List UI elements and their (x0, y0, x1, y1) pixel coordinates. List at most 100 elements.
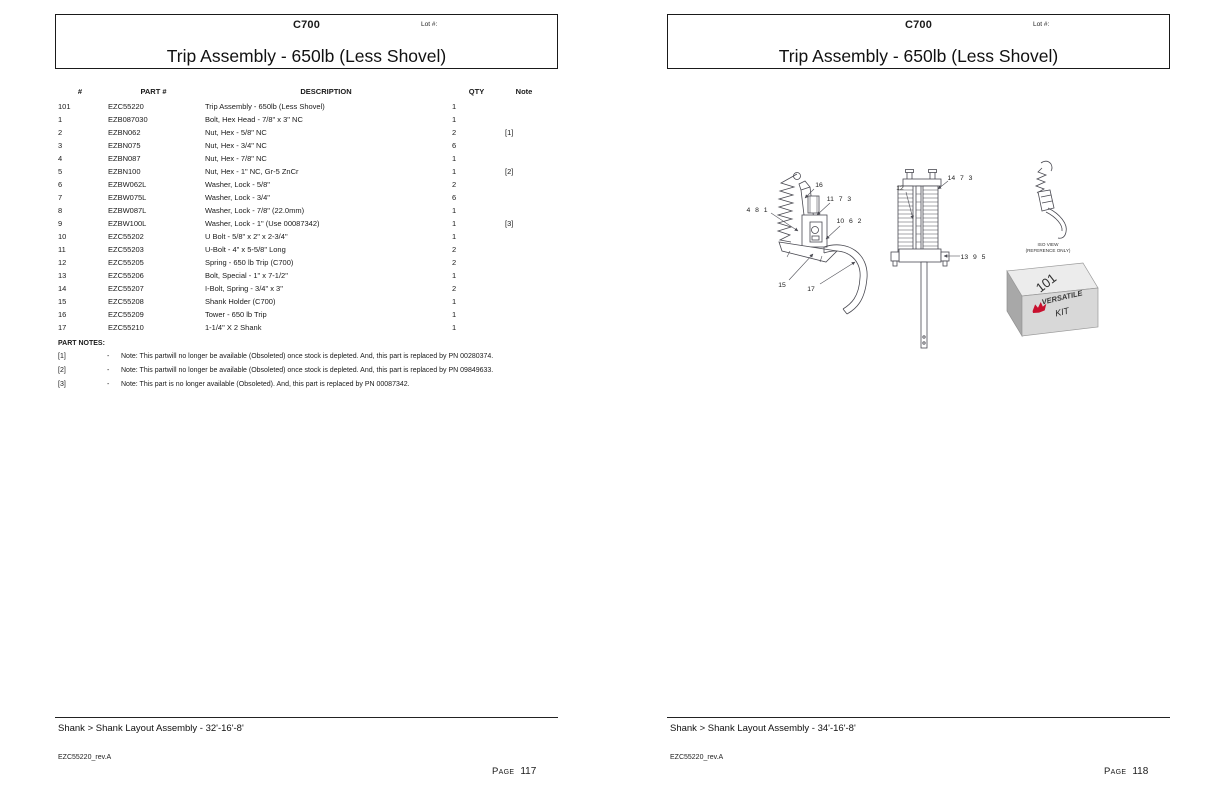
cell-quantity: 1 (452, 167, 457, 176)
leader-17 (819, 261, 856, 285)
leader-10-6-2 (825, 225, 841, 240)
wing-bolt-left (892, 260, 898, 267)
iso-shank-sketch (1045, 207, 1067, 239)
page-word: Page (1104, 766, 1127, 777)
part-note-dash: - (107, 381, 110, 388)
cell-quantity: 1 (452, 297, 457, 306)
table-row: 6 EZBW062L Washer, Lock - 5/8" 2 (55, 178, 545, 191)
cell-part-number: EZB087030 (108, 115, 148, 124)
cell-part-number: EZC55210 (108, 323, 144, 332)
document-id: EZC55220_rev.A (670, 754, 724, 761)
part-note-text: Note: This partwill no longer be availab… (121, 367, 494, 374)
cell-quantity: 1 (452, 102, 457, 111)
cell-part-number: EZC55209 (108, 310, 144, 319)
cell-quantity: 1 (452, 271, 457, 280)
page-header-box: C700 Lot #: Trip Assembly - 650lb (Less … (55, 14, 558, 69)
cell-description: Shank Holder (C700) (205, 297, 276, 306)
part-notes-heading: PART NOTES: (58, 340, 105, 347)
table-row: 9 EZBW100L Washer, Lock - 1" (Use 000873… (55, 217, 545, 230)
holder-hole (811, 226, 819, 234)
top-plate-drawing (902, 178, 942, 187)
cell-description: U-Bolt - 4" x 5-5/8" Long (205, 245, 286, 254)
cell-item-number: 16 (58, 310, 67, 319)
cell-description: I-Bolt, Spring - 3/4" x 3" (205, 284, 283, 293)
part-note-ref: [2] (58, 367, 66, 374)
cell-item-number: 6 (58, 180, 63, 189)
iso-spring-sketch (1034, 160, 1053, 194)
cell-quantity: 1 (452, 206, 457, 215)
cell-part-number: EZBN075 (108, 141, 141, 150)
cell-item-number: 10 (58, 232, 67, 241)
cell-quantity: 1 (452, 310, 457, 319)
cell-part-number: EZC55220 (108, 102, 144, 111)
holder-slot (811, 235, 820, 241)
stud-cap-left (905, 169, 914, 173)
iso-caption-line2: (REFERENCE ONLY) (1026, 248, 1071, 253)
cell-item-number: 17 (58, 323, 67, 332)
callout-15: 15 (778, 282, 786, 289)
table-row: 15 EZC55208 Shank Holder (C700) 1 (55, 295, 545, 308)
cell-description: Nut, Hex - 3/4" NC (205, 141, 267, 150)
table-row: 11 EZC55203 U-Bolt - 4" x 5-5/8" Long 2 (55, 243, 545, 256)
column-header-desc: DESCRIPTION (300, 87, 352, 96)
cell-description: Bolt, Special - 1" x 7-1/2" (205, 271, 288, 280)
cell-description: Nut, Hex - 5/8" NC (205, 128, 267, 137)
page-title: Trip Assembly - 650lb (Less Shovel) (778, 46, 1059, 66)
cell-note-ref (503, 113, 545, 126)
part-note-text: Note: This part is no longer available (… (121, 381, 410, 388)
spring-left-coils (898, 189, 913, 251)
cell-note-ref (503, 282, 545, 295)
cell-note-ref (503, 321, 545, 334)
callout-12: 12 (896, 185, 904, 192)
front-view-diagram: 14 7 3 12 13 9 5 (890, 169, 986, 349)
cell-item-number: 9 (58, 219, 63, 228)
callout-4-8-1: 4 8 1 (746, 207, 767, 214)
shank-hole-1 (922, 335, 926, 339)
table-body: 10 1 EZC55220 Trip Assembly - 650lb (Less… (55, 100, 545, 334)
cell-note-ref (503, 308, 545, 321)
column-header-part: PART # (140, 87, 167, 96)
page-digits: 117 (520, 766, 537, 777)
model-number: C700 (292, 19, 321, 31)
page-number: Page 118 (1104, 761, 1148, 779)
callout-14-7-3: 14 7 3 (948, 175, 973, 182)
callout-13-9-5: 13 9 5 (961, 254, 986, 261)
cell-description: Trip Assembly - 650lb (Less Shovel) (205, 102, 325, 111)
callout-11-7-3: 11 7 3 (827, 196, 852, 203)
cell-description: Washer, Lock - 7/8" (22.0mm) (205, 206, 305, 215)
cell-item-number: 4 (58, 154, 63, 163)
cell-note-ref: [2] (505, 167, 514, 176)
cell-description: U Bolt - 5/8" x 2" x 2-3/4" (205, 232, 288, 241)
part-note-ref: [1] (58, 353, 66, 360)
cell-note-ref (503, 243, 545, 256)
table-row: 13 EZC55206 Bolt, Special - 1" x 7-1/2" … (55, 269, 545, 282)
wing-right (940, 251, 950, 262)
eye-bolt-drawing (793, 172, 801, 180)
table-row: 12 EZC55205 Spring - 650 lb Trip (C700) … (55, 256, 545, 269)
cell-quantity: 2 (452, 245, 457, 254)
leader-11-7-3 (816, 202, 831, 216)
part-note-dash: - (107, 353, 110, 360)
iso-bracket-sketch (1037, 189, 1055, 212)
cell-item-number: 14 (58, 284, 67, 293)
cell-quantity: 2 (452, 258, 457, 267)
cell-quantity: 1 (452, 323, 457, 332)
spring-right-coils (923, 189, 938, 251)
catalog-page-117: C700 Lot #: Trip Assembly - 650lb (Less … (55, 14, 558, 777)
leader-16 (804, 188, 815, 199)
cell-part-number: EZBW100L (108, 219, 147, 228)
parts-table: # PART # DESCRIPTION QTY Note 101 EZC552… (55, 86, 545, 334)
column-header-num: # (77, 87, 83, 96)
table-row: 14 EZC55207 I-Bolt, Spring - 3/4" x 3" 2 (55, 282, 545, 295)
leader-4-8-1 (770, 212, 799, 232)
table-row: 7 EZBW075L Washer, Lock - 3/4" 6 (55, 191, 545, 204)
callout-16: 16 (815, 182, 823, 189)
cell-quantity: 1 (452, 154, 457, 163)
part-note-text: Note: This partwill no longer be availab… (121, 353, 494, 360)
exploded-view-diagram: 16 11 7 3 4 8 1 10 6 2 15 17 (746, 160, 1099, 349)
breadcrumb: Shank > Shank Layout Assembly - 32'-16'-… (58, 723, 244, 734)
page-title: Trip Assembly - 650lb (Less Shovel) (166, 46, 447, 66)
wing-left (890, 251, 900, 262)
side-view-diagram: 16 11 7 3 4 8 1 10 6 2 15 17 (746, 172, 868, 315)
catalog-page-118: C700 Lot #: Trip Assembly - 650lb (Less … (612, 0, 1224, 792)
